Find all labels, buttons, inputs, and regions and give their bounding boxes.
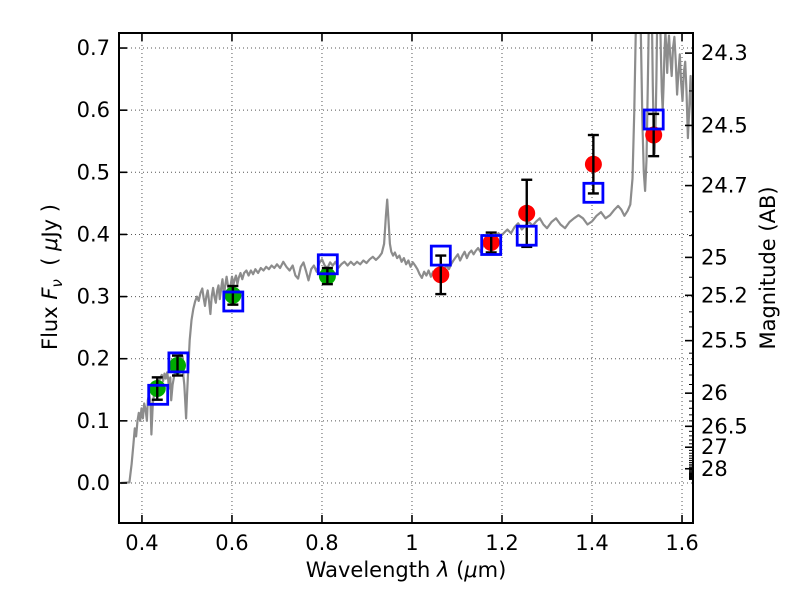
y-tick-label-flux: 0.6 xyxy=(77,98,110,122)
y-tick-label-magnitude: 25 xyxy=(701,245,728,269)
y-tick-label-magnitude: 26.5 xyxy=(701,414,748,438)
y-tick-label-flux: 0.3 xyxy=(77,285,110,309)
lambda-symbol: λ xyxy=(436,558,450,582)
x-tick-label: 1.6 xyxy=(665,531,698,555)
x-tick-label: 1 xyxy=(405,531,418,555)
y-tick-label-magnitude: 25.5 xyxy=(701,329,748,353)
ylabel-text: Flux xyxy=(37,299,62,350)
model-photometry-point xyxy=(480,234,503,256)
y-tick-label-magnitude: 26 xyxy=(701,381,728,405)
model-photometry-point xyxy=(582,181,605,204)
y-tick-label-magnitude: 24.7 xyxy=(701,174,748,198)
y-tick-label-flux: 0.1 xyxy=(77,409,110,433)
mu-symbol: μ xyxy=(37,237,62,251)
x-tick-label: 1.2 xyxy=(485,531,518,555)
model-photometry-point xyxy=(147,383,170,406)
model-spectrum-line xyxy=(120,33,693,485)
model-photometry-point xyxy=(222,290,245,313)
model-photometry-point xyxy=(642,108,665,131)
flux-symbol: F xyxy=(37,287,62,300)
y-tick-label-magnitude: 24.5 xyxy=(701,113,748,137)
y-tick-label-flux: 0.5 xyxy=(77,160,110,184)
x-tick-label: 0.8 xyxy=(305,531,338,555)
y-tick-label-flux: 0.7 xyxy=(77,36,110,60)
model-photometry-point xyxy=(429,244,452,267)
plot-border xyxy=(118,32,694,524)
y-tick-label-flux: 0.0 xyxy=(77,471,110,495)
y-tick-label-flux: 0.2 xyxy=(77,347,110,371)
x-tick-label: 0.4 xyxy=(125,531,158,555)
y-tick-label-magnitude: 24.3 xyxy=(701,41,748,65)
x-tick-label: 0.6 xyxy=(215,531,248,555)
y-axis-label-flux: Flux Fν ( μJy ) xyxy=(37,204,67,350)
model-photometry-point xyxy=(316,253,339,276)
y-tick-label-magnitude: 25.2 xyxy=(701,283,748,307)
y-tick-label-magnitude: 27 xyxy=(701,435,728,459)
y-axis-label-magnitude: Magnitude (AB) xyxy=(756,186,780,350)
y-tick-label-magnitude: 28 xyxy=(701,457,728,481)
xlabel-text: Wavelength xyxy=(305,558,437,582)
nu-subscript: ν xyxy=(48,279,67,288)
model-photometry-point xyxy=(167,351,190,374)
mu-symbol: μ xyxy=(464,558,478,582)
x-tick-label: 1.4 xyxy=(575,531,608,555)
y-tick-label-flux: 0.4 xyxy=(77,222,110,246)
model-photometry-point xyxy=(515,224,538,247)
x-axis-label: Wavelength λ (μm) xyxy=(305,558,507,582)
